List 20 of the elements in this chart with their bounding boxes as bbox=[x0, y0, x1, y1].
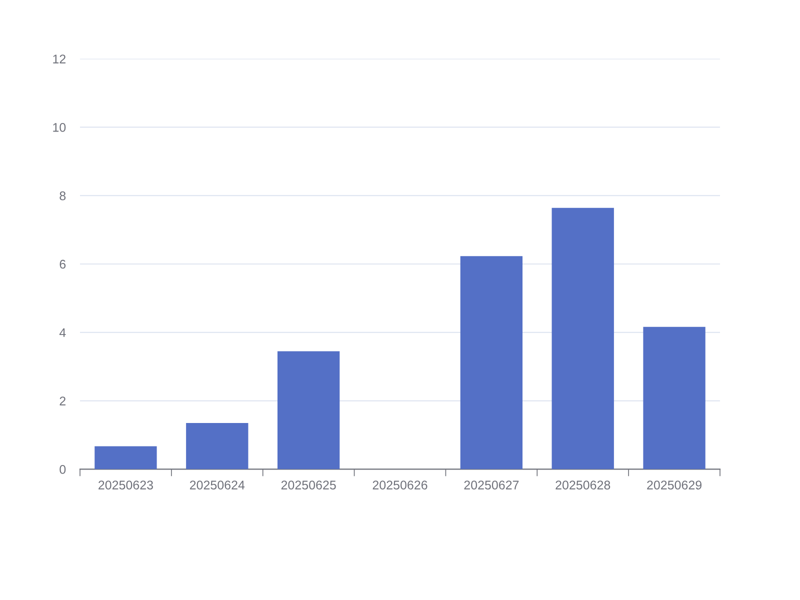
x-tick-label: 20250626 bbox=[372, 480, 428, 490]
y-tick-label: 8 bbox=[60, 191, 66, 200]
y-tick-label: 0 bbox=[60, 465, 66, 474]
bar bbox=[460, 256, 523, 470]
bar bbox=[643, 326, 706, 470]
y-tick-label: 10 bbox=[53, 123, 66, 132]
bar bbox=[277, 351, 340, 470]
x-tick-label: 20250623 bbox=[98, 480, 153, 490]
x-tick-label: 20250625 bbox=[281, 480, 336, 490]
x-tick-label: 20250629 bbox=[647, 480, 702, 490]
bar bbox=[552, 208, 614, 470]
y-tick-label: 12 bbox=[53, 54, 66, 64]
y-tick-label: 6 bbox=[60, 260, 66, 269]
x-tick-label: 20250624 bbox=[190, 480, 245, 490]
y-tick-label: 4 bbox=[59, 328, 66, 337]
y-tick-label: 2 bbox=[60, 396, 66, 406]
bar bbox=[94, 446, 157, 470]
x-tick-label: 20250627 bbox=[464, 480, 519, 490]
bar bbox=[186, 423, 248, 470]
x-tick-label: 20250628 bbox=[556, 480, 610, 490]
